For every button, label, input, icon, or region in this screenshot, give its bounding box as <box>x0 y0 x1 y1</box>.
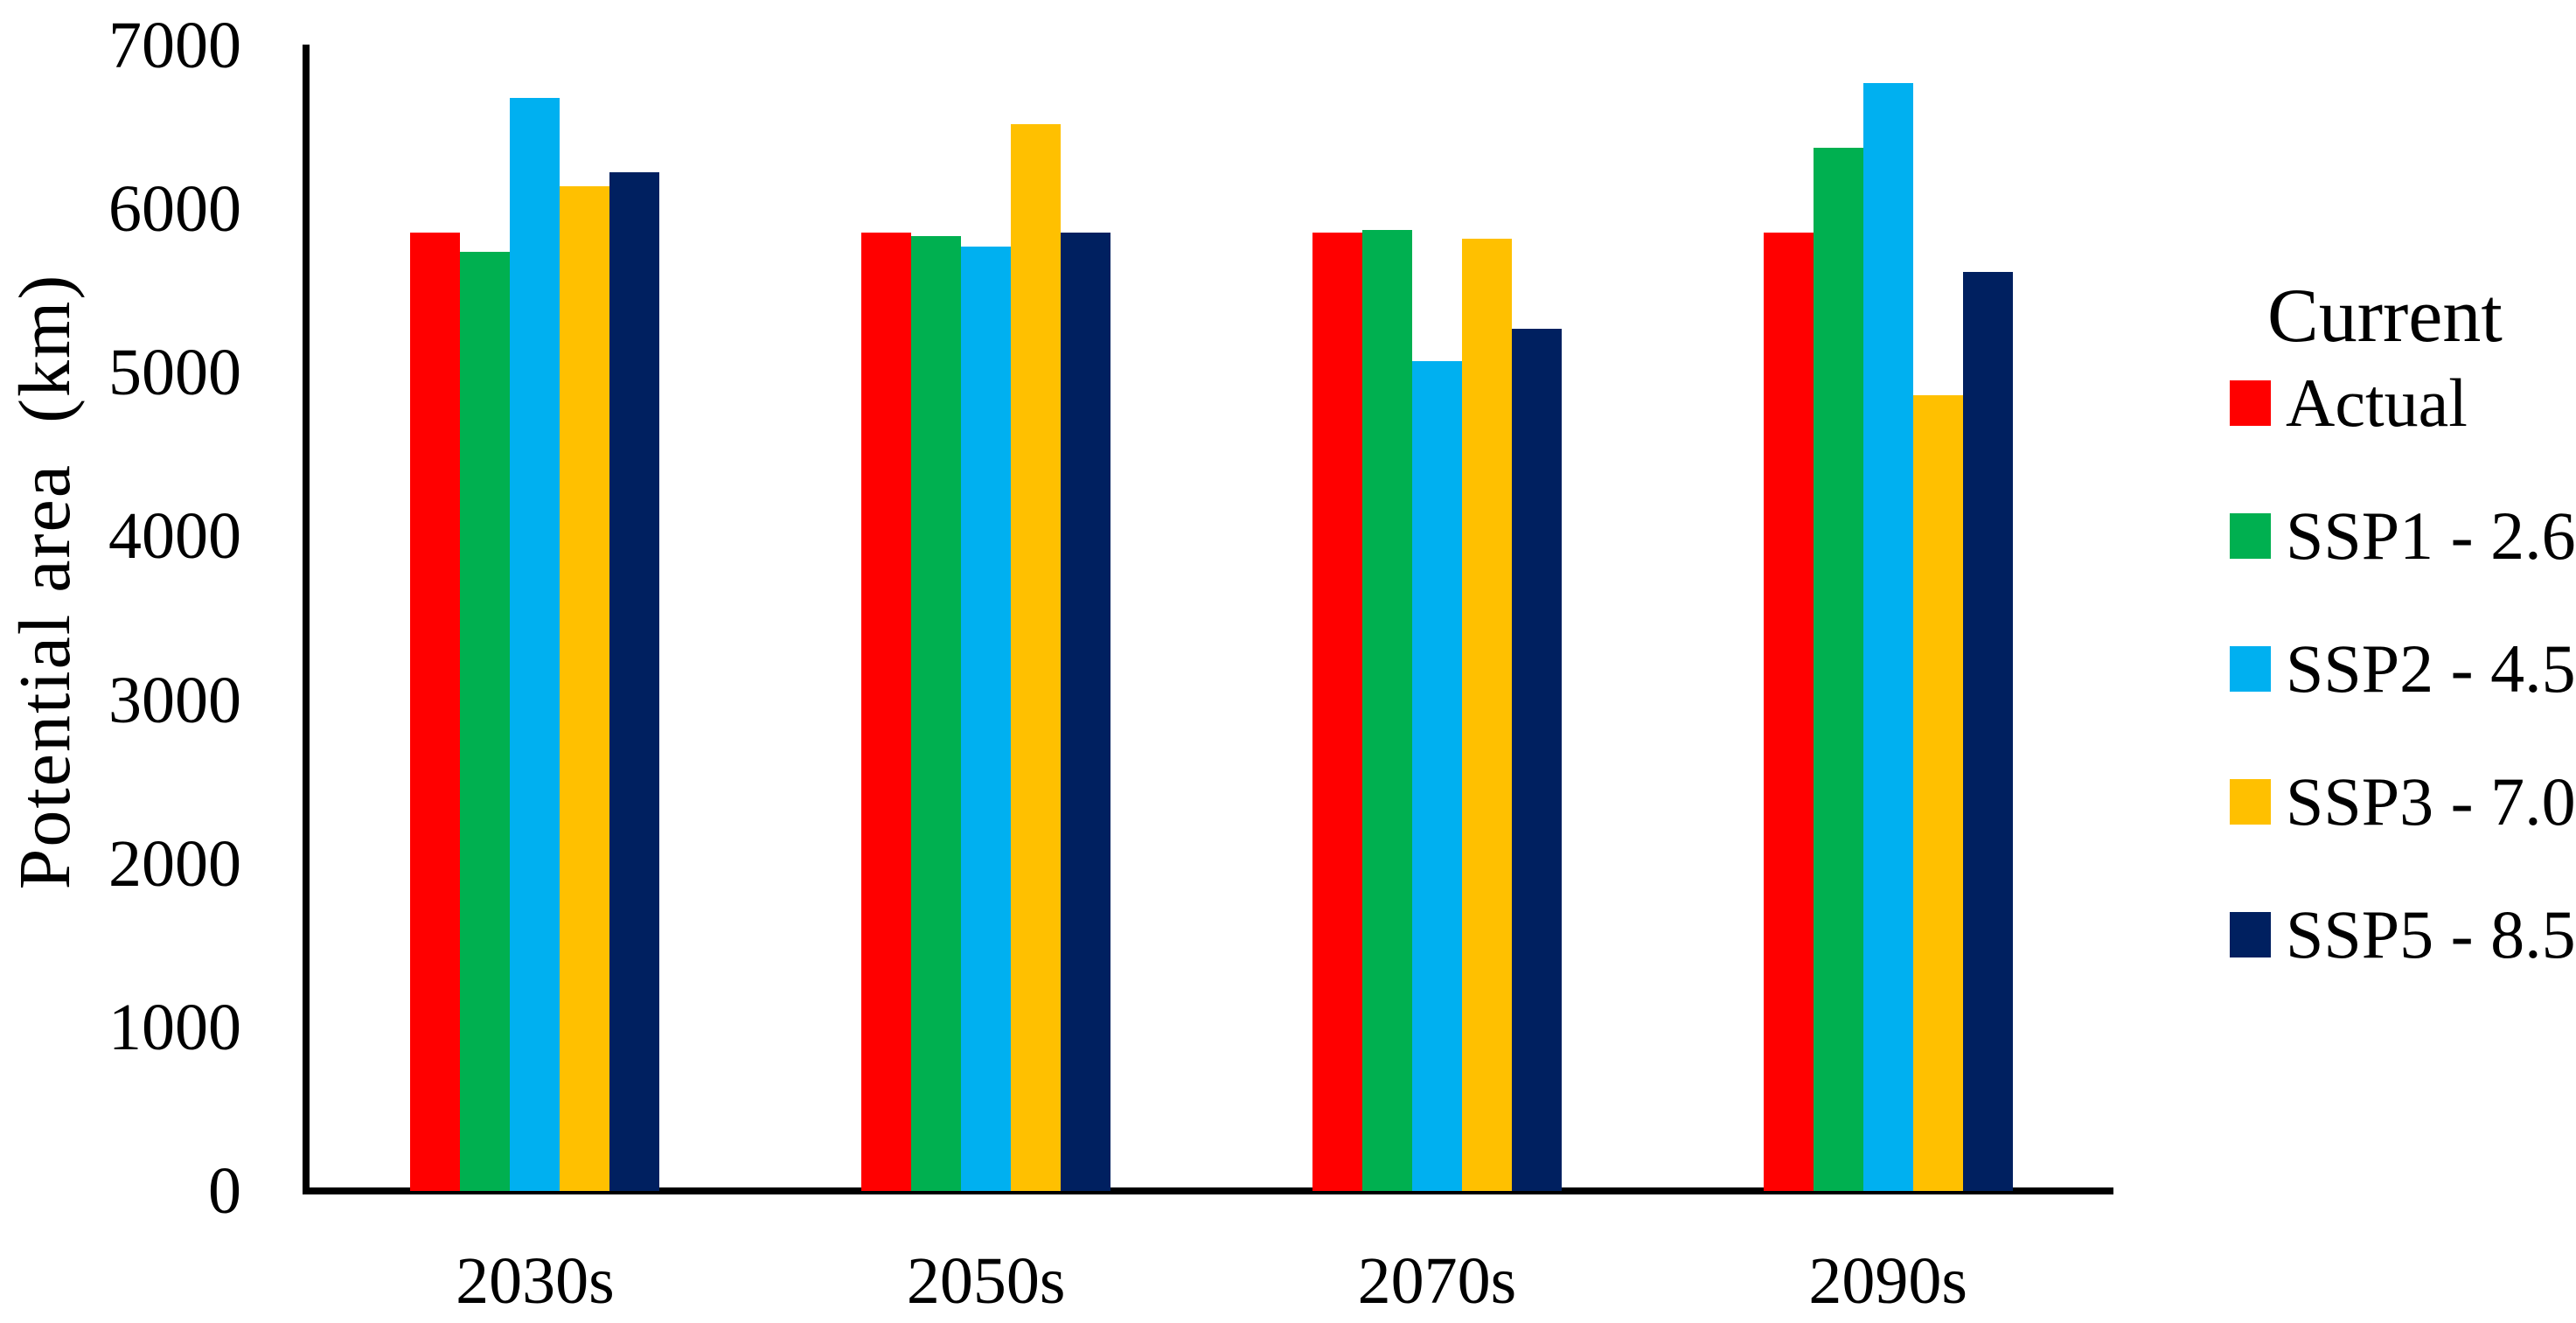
x-axis-line <box>303 1187 2113 1194</box>
bar-ssp585-2030s <box>609 172 660 1191</box>
legend-item-label: SSP3 - 7.0 <box>2286 763 2576 839</box>
y-tick-label-4000: 4000 <box>108 499 241 574</box>
legend-item-ssp245: SSP2 - 4.5 <box>2230 635 2576 703</box>
legend-item-label: SSP1 - 2.6 <box>2286 498 2576 574</box>
x-category-label-2090s: 2090s <box>1808 1244 1967 1318</box>
bar-ssp126-2070s <box>1361 230 1412 1191</box>
bar-ssp245-2090s <box>1862 83 1913 1191</box>
x-category-label-2030s: 2030s <box>456 1244 615 1318</box>
bar-ssp245-2030s <box>510 97 560 1191</box>
legend-title: Current <box>2267 274 2503 359</box>
y-tick-label-7000: 7000 <box>108 9 241 82</box>
legend-swatch-ssp585 <box>2230 912 2271 957</box>
bar-ssp585-2070s <box>1511 328 1562 1191</box>
y-tick-label-1000: 1000 <box>108 990 241 1064</box>
x-category-label-2070s: 2070s <box>1357 1244 1517 1318</box>
bar-actual-2030s <box>410 233 461 1191</box>
bar-ssp126-2030s <box>460 251 511 1191</box>
bar-actual-2050s <box>861 233 912 1191</box>
bar-ssp370-2050s <box>1011 123 1062 1191</box>
bar-ssp245-2050s <box>961 247 1012 1191</box>
bar-ssp585-2050s <box>1061 233 1111 1191</box>
legend-swatch-actual <box>2230 380 2271 426</box>
y-axis-line <box>303 45 310 1194</box>
y-tick-label-5000: 5000 <box>108 336 241 410</box>
legend-item-ssp370: SSP3 - 7.0 <box>2230 768 2576 836</box>
legend-item-ssp585: SSP5 - 8.5 <box>2230 901 2576 969</box>
bar-ssp370-2070s <box>1461 238 1512 1191</box>
legend-item-ssp126: SSP1 - 2.6 <box>2230 502 2576 570</box>
legend-item-label: SSP2 - 4.5 <box>2286 630 2576 707</box>
bar-actual-2090s <box>1763 233 1814 1191</box>
legend-swatch-ssp126 <box>2230 513 2271 559</box>
bar-ssp245-2070s <box>1411 361 1462 1191</box>
x-category-label-2050s: 2050s <box>906 1244 1066 1318</box>
y-tick-label-6000: 6000 <box>108 172 241 247</box>
bar-ssp126-2090s <box>1813 147 1863 1191</box>
y-tick-label-2000: 2000 <box>108 826 241 901</box>
bar-ssp585-2090s <box>1962 272 2013 1191</box>
y-tick-label-0: 0 <box>208 1154 241 1228</box>
legend-item-actual: Actual <box>2230 369 2468 437</box>
legend-swatch-ssp245 <box>2230 646 2271 692</box>
bar-ssp126-2050s <box>911 236 962 1191</box>
y-tick-label-3000: 3000 <box>108 663 241 737</box>
legend-item-label: SSP5 - 8.5 <box>2286 896 2576 972</box>
legend-swatch-ssp370 <box>2230 779 2271 825</box>
legend-item-label: Actual <box>2286 365 2468 441</box>
bar-ssp370-2030s <box>560 185 610 1191</box>
bar-ssp370-2090s <box>1912 395 1963 1191</box>
bar-actual-2070s <box>1312 233 1362 1191</box>
